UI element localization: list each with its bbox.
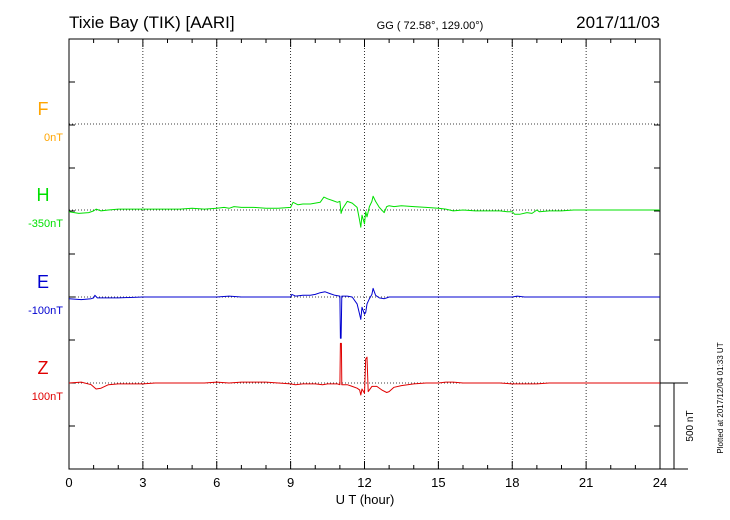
series-baseline-e: -100nT bbox=[28, 305, 63, 317]
x-tick-label: 15 bbox=[431, 475, 445, 490]
scale-bar: 500 nT bbox=[660, 382, 696, 470]
data-traces bbox=[68, 195, 660, 396]
x-tick-label: 3 bbox=[139, 475, 146, 490]
series-labels: F 0nT H -350nT E -100nT Z 100nT bbox=[28, 99, 63, 403]
x-tick-label: 0 bbox=[65, 475, 72, 490]
x-tick-label: 6 bbox=[213, 475, 220, 490]
series-name-f: F bbox=[38, 99, 49, 119]
x-tick-label: 24 bbox=[653, 475, 667, 490]
x-tick-label: 12 bbox=[357, 475, 371, 490]
series-baseline-h: -350nT bbox=[28, 218, 63, 230]
date-label: 2017/11/03 bbox=[576, 13, 660, 32]
trace-h bbox=[68, 195, 660, 228]
trace-z bbox=[68, 342, 660, 396]
x-tick-label: 18 bbox=[505, 475, 519, 490]
axis-ticks: 0 3 6 9 12 15 18 21 24 bbox=[65, 39, 667, 490]
plot-frame bbox=[68, 38, 661, 470]
station-title: Tixie Bay (TIK) [AARI] bbox=[69, 13, 235, 32]
grid-lines bbox=[69, 39, 660, 469]
x-tick-label: 9 bbox=[287, 475, 294, 490]
series-baseline-z: 100nT bbox=[32, 391, 63, 403]
plotted-timestamp: Plotted at 2017/12/04 01:33 UT bbox=[716, 342, 725, 453]
x-axis-label: U T (hour) bbox=[336, 492, 395, 507]
series-name-e: E bbox=[37, 272, 49, 292]
x-tick-label: 21 bbox=[579, 475, 593, 490]
trace-e bbox=[68, 287, 660, 339]
series-name-z: Z bbox=[38, 358, 49, 378]
coordinates-label: GG ( 72.58°, 129.00°) bbox=[377, 20, 484, 32]
series-name-h: H bbox=[37, 185, 50, 205]
scale-bar-label: 500 nT bbox=[685, 410, 696, 441]
series-baseline-f: 0nT bbox=[44, 132, 63, 144]
